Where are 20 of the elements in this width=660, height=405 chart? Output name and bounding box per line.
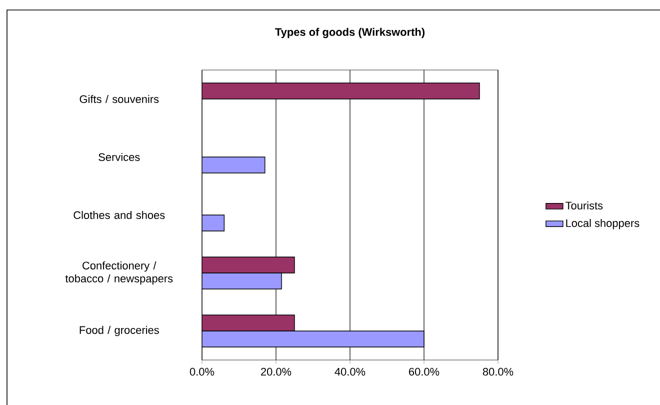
bar [202, 156, 266, 174]
y-tick-label: Clothes and shoes [74, 210, 165, 220]
x-tick-label: 0.0% [190, 368, 214, 376]
bar [202, 256, 295, 274]
x-tick-label: 20.0% [261, 368, 292, 376]
chart-title: Types of goods (Wirksworth) [275, 28, 425, 38]
y-tick-label: Food / groceries [80, 326, 159, 336]
bar [202, 214, 225, 232]
bar [202, 82, 480, 100]
bar [202, 330, 424, 348]
x-tick-label: 60.0% [409, 368, 440, 376]
y-tick-label: Gifts / souvenirs [80, 94, 159, 104]
x-tick-label: 80.0% [482, 368, 514, 376]
x-tick-label: 40.0% [334, 368, 366, 376]
bar [202, 314, 295, 332]
bar [202, 272, 282, 290]
legend-label: Local shoppers [566, 218, 640, 230]
y-tick-label: Confectionery / tobacco / newspapers [65, 261, 173, 285]
legend-label: Tourists [566, 201, 603, 210]
y-tick-label: Services [98, 152, 140, 162]
